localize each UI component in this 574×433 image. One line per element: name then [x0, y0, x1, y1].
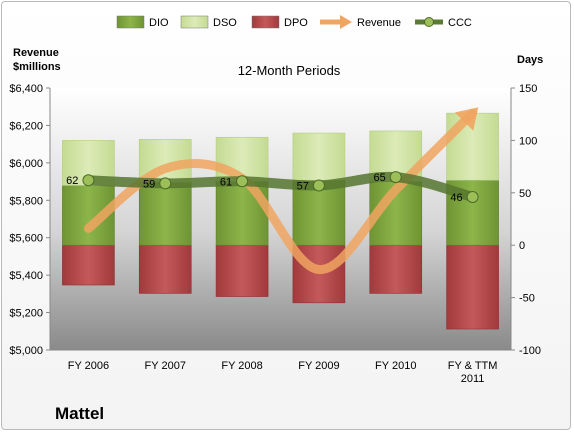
ccc-line	[83, 171, 478, 202]
right-axis-title: Days	[517, 54, 543, 66]
legend-label: Revenue	[357, 17, 401, 29]
legend-arrowhead	[340, 15, 352, 29]
ccc-point	[82, 174, 95, 187]
right-tick-label: 50	[519, 188, 531, 200]
category-label: 2011	[461, 373, 485, 385]
ccc-data-label: 59	[143, 178, 155, 190]
ccc-data-label: 46	[450, 192, 462, 204]
plot-area	[50, 88, 511, 350]
bar-dpo	[62, 244, 115, 286]
right-tick-label: 0	[519, 240, 525, 252]
bar-dio	[138, 182, 192, 246]
company-name: Mattel	[55, 404, 105, 423]
bar-dso	[292, 132, 346, 181]
left-tick-label: $5,400	[9, 270, 43, 282]
legend-swatch	[180, 15, 209, 29]
category-label: FY 2010	[375, 360, 416, 372]
bar-dpo	[215, 244, 269, 297]
right-tick-label: 150	[519, 83, 537, 95]
legend-swatch	[251, 15, 280, 29]
legend-label: DIO	[149, 17, 169, 29]
ccc-data-label: 61	[220, 176, 232, 188]
category-label: FY & TTM	[448, 360, 498, 372]
left-tick-label: $5,000	[9, 345, 43, 357]
legend-label: DSO	[213, 17, 237, 29]
left-axis-title-line1: Revenue	[13, 47, 59, 59]
legend-swatch	[116, 15, 145, 29]
left-tick-label: $6,200	[9, 120, 43, 132]
bar-dpo	[369, 244, 423, 294]
ccc-point	[236, 175, 249, 188]
ccc-point	[466, 190, 479, 203]
ccc-point	[389, 171, 402, 184]
legend-marker	[424, 17, 434, 27]
left-tick-label: $5,200	[9, 308, 43, 320]
category-label: FY 2006	[68, 360, 109, 372]
chart-title: 12-Month Periods	[238, 63, 341, 78]
category-label: FY 2007	[145, 360, 186, 372]
category-label: FY 2009	[298, 360, 339, 372]
ccc-data-label: 65	[374, 172, 386, 184]
right-tick-label: -50	[519, 293, 535, 305]
ccc-point	[159, 177, 172, 190]
left-tick-label: $5,600	[9, 233, 43, 245]
left-tick-label: $6,000	[9, 158, 43, 170]
legend-label: DPO	[284, 17, 308, 29]
category-label: FY 2008	[221, 360, 262, 372]
left-axis-title-line2: $millions	[13, 61, 61, 73]
bar-dpo	[138, 244, 192, 294]
ccc-data-label: 62	[66, 175, 78, 187]
right-tick-label: 100	[519, 135, 537, 147]
ccc-data-label: 57	[297, 180, 309, 192]
left-tick-label: $6,400	[9, 83, 43, 95]
bar-dpo	[446, 244, 499, 330]
left-tick-label: $5,800	[9, 195, 43, 207]
legend-label: CCC	[448, 17, 472, 29]
revenue-arrowhead	[454, 107, 479, 131]
right-tick-label: -100	[519, 345, 541, 357]
ccc-point	[312, 179, 325, 192]
